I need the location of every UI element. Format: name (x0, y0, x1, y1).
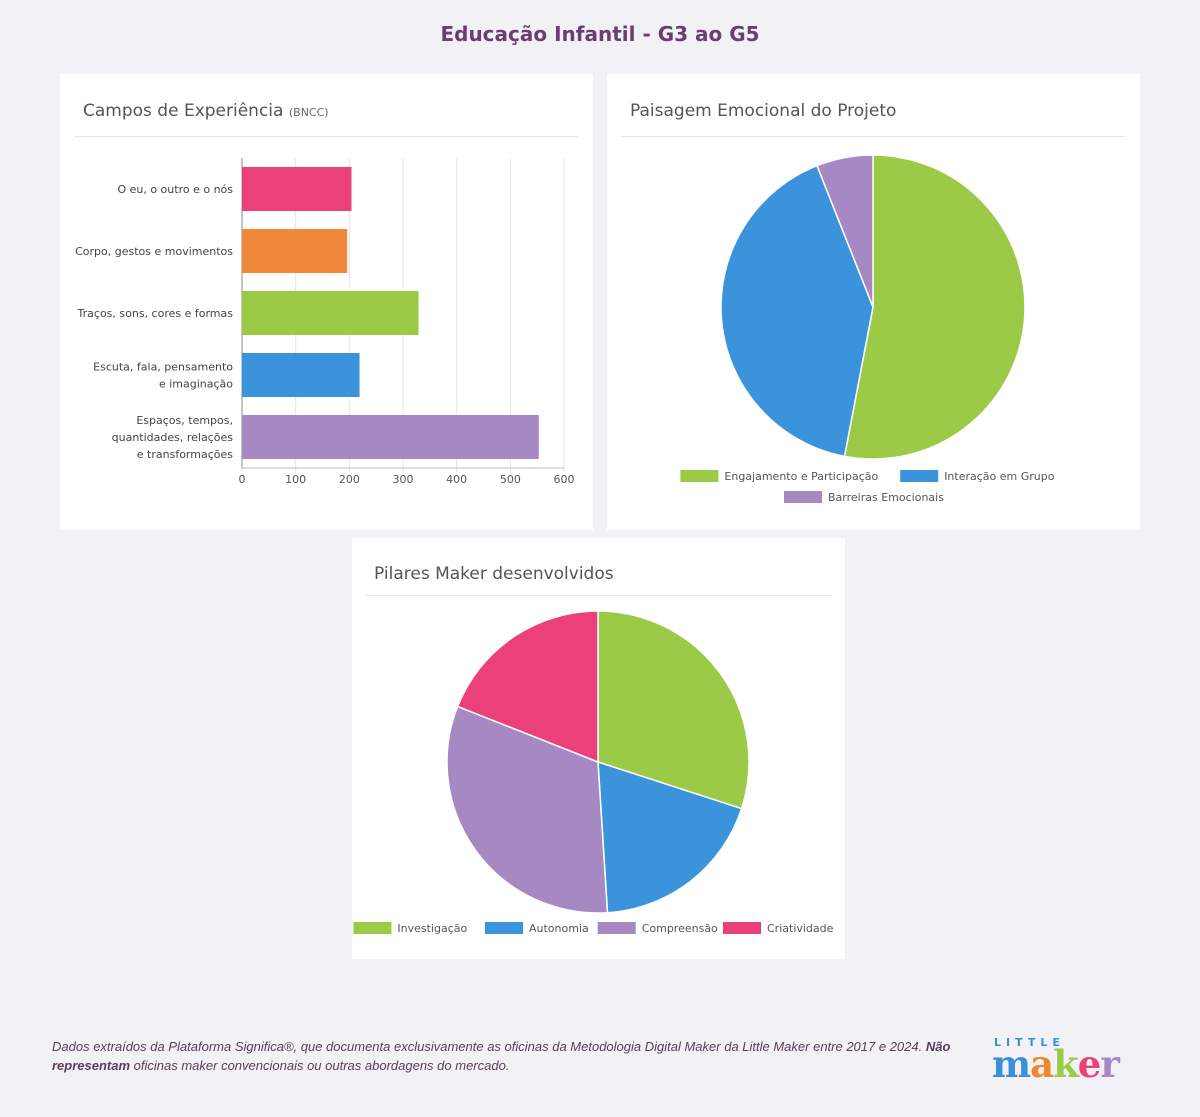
page-title: Educação Infantil - G3 ao G5 (440, 22, 760, 46)
bar (242, 353, 360, 397)
bar (242, 167, 352, 211)
x-tick-label: 400 (446, 473, 467, 486)
category-label: Escuta, fala, pensamento (93, 361, 233, 374)
x-tick-label: 0 (239, 473, 246, 486)
bar (242, 415, 539, 459)
experience-fields-title-text: Campos de Experiência (83, 101, 284, 121)
pie-slice (597, 610, 750, 810)
logo-top-text: LITTLE (994, 1036, 1065, 1049)
category-label: Espaços, tempos, (136, 414, 233, 427)
category-label: quantidades, relações (112, 431, 234, 444)
x-tick-label: 500 (500, 473, 521, 486)
legend-label: Criatividade (767, 922, 834, 935)
x-tick-label: 300 (393, 473, 414, 486)
emotional-landscape-card: Paisagem Emocional do Projeto Engajament… (607, 74, 1140, 530)
logo-letter: m (992, 1042, 1031, 1086)
footer-note: Dados extraídos da Plataforma Significa®… (52, 1037, 952, 1075)
logo-wordmark: maker (992, 1042, 1120, 1086)
maker-pillars-card: Pilares Maker desenvolvidos Investigação… (352, 538, 845, 959)
legend-swatch (353, 922, 392, 934)
legend-label: Compreensão (642, 922, 718, 935)
pie-slice (446, 705, 609, 914)
legend-label: Investigação (397, 922, 467, 935)
category-label: e imaginação (159, 378, 233, 391)
emotional-landscape-title: Paisagem Emocional do Projeto (630, 101, 897, 121)
bar (242, 291, 419, 335)
pie-slice (816, 154, 874, 308)
legend-swatch (680, 470, 719, 482)
legend-swatch (723, 922, 761, 934)
little-maker-logo: LITTLE maker (992, 1036, 1162, 1086)
legend-swatch (784, 491, 822, 503)
experience-fields-title-suffix: (BNCC) (288, 106, 329, 119)
experience-fields-card: Campos de Experiência (BNCC) 0 100 200 300 4… (60, 74, 593, 530)
footer-note-part1: Dados extraídos da Plataforma Significa®… (52, 1039, 926, 1054)
legend-label: Interação em Grupo (944, 470, 1055, 483)
x-tick-label: 100 (285, 473, 306, 486)
logo-letter: r (1100, 1042, 1119, 1086)
experience-fields-title: Campos de Experiência (BNCC) (83, 101, 329, 121)
legend-label: Engajamento e Participação (724, 470, 878, 483)
x-tick-label: 600 (554, 473, 575, 486)
legend-swatch (485, 922, 523, 934)
pie-slice (720, 164, 874, 458)
category-label: O eu, o outro e o nós (117, 183, 233, 196)
emotional-landscape-pie-chart: Engajamento e Participação Interação em G… (680, 154, 1055, 504)
maker-pillars-pie-chart: Investigação Autonomia Compreensão Criativi… (353, 610, 834, 935)
legend-swatch (597, 922, 636, 934)
maker-pillars-title: Pilares Maker desenvolvidos (374, 564, 614, 584)
pie-slice (597, 760, 743, 914)
footer-note-bold: Não representam (52, 1039, 951, 1073)
pie-slice (843, 154, 1026, 460)
logo-letter: k (1053, 1042, 1079, 1086)
legend-swatch (900, 470, 939, 482)
legend-label: Barreiras Emocionais (828, 491, 944, 504)
footer-note-part2: oficinas maker convencionais ou outras a… (130, 1058, 510, 1073)
pie-slice (456, 610, 599, 764)
legend-label: Autonomia (529, 922, 589, 935)
category-label: Traços, sons, cores e formas (77, 307, 234, 320)
category-label: e transformações (137, 448, 233, 461)
bar (242, 229, 348, 273)
x-tick-label: 200 (339, 473, 360, 486)
logo-letter: e (1077, 1042, 1102, 1086)
category-label: Corpo, gestos e movimentos (75, 245, 233, 258)
logo-letter: a (1030, 1042, 1054, 1086)
experience-fields-bar-chart: 0 100 200 300 400 500 600 O eu, o outro e o nós… (75, 158, 575, 486)
